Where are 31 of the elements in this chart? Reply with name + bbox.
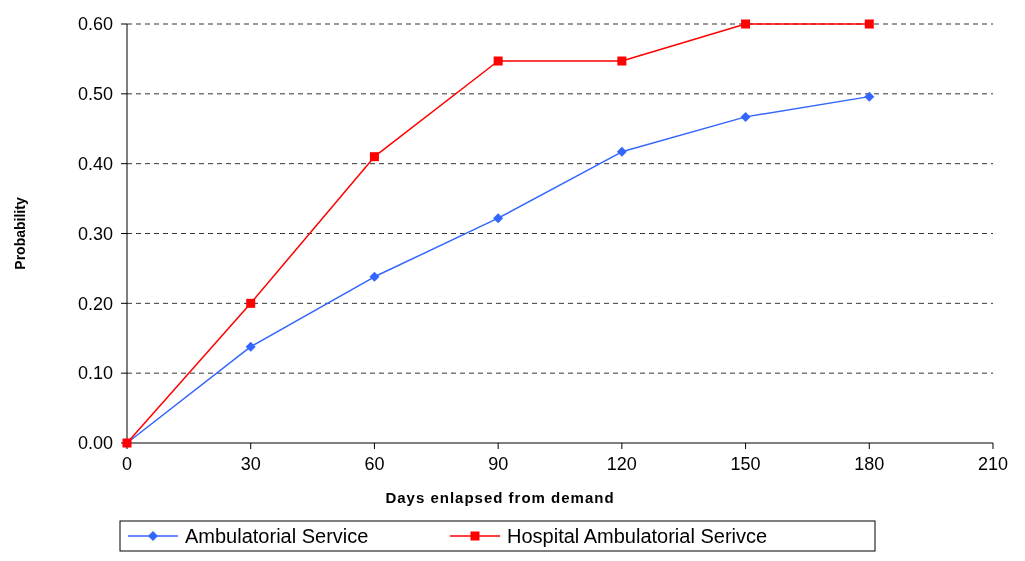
point [246, 298, 256, 308]
point [493, 213, 504, 224]
x-tick-label: 180 [854, 454, 885, 474]
point [369, 271, 380, 282]
y-tick-label: 0.10 [77, 363, 113, 384]
y-axis-title: Probability [11, 197, 28, 270]
point [616, 146, 627, 157]
x-axis-title: Days enlapsed from demand [385, 489, 615, 506]
point [864, 91, 875, 102]
point [493, 56, 503, 66]
point [740, 111, 751, 122]
x-tick-label: 30 [240, 454, 261, 474]
y-tick-label: 0.40 [77, 153, 113, 174]
y-tick-label: 0.30 [77, 223, 113, 244]
x-tick-label: 60 [364, 454, 385, 474]
y-tick-label: 0.00 [77, 433, 113, 454]
x-tick-label: 90 [488, 454, 509, 474]
legend-label: Hospital Ambulatorial Serivce [507, 525, 768, 547]
x-tick-label: 150 [730, 454, 761, 474]
point [617, 56, 627, 66]
x-tick-label: 0 [121, 454, 133, 474]
point [741, 19, 751, 29]
point [864, 19, 874, 29]
point [245, 341, 256, 352]
x-tick-label: 120 [606, 454, 637, 474]
x-tick-label: 210 [977, 454, 1009, 474]
y-tick-label: 0.50 [77, 84, 113, 105]
point [369, 152, 379, 162]
y-tick-label: 0.60 [77, 14, 113, 35]
legend-label: Ambulatorial Service [185, 525, 369, 547]
y-tick-label: 0.20 [77, 293, 113, 314]
